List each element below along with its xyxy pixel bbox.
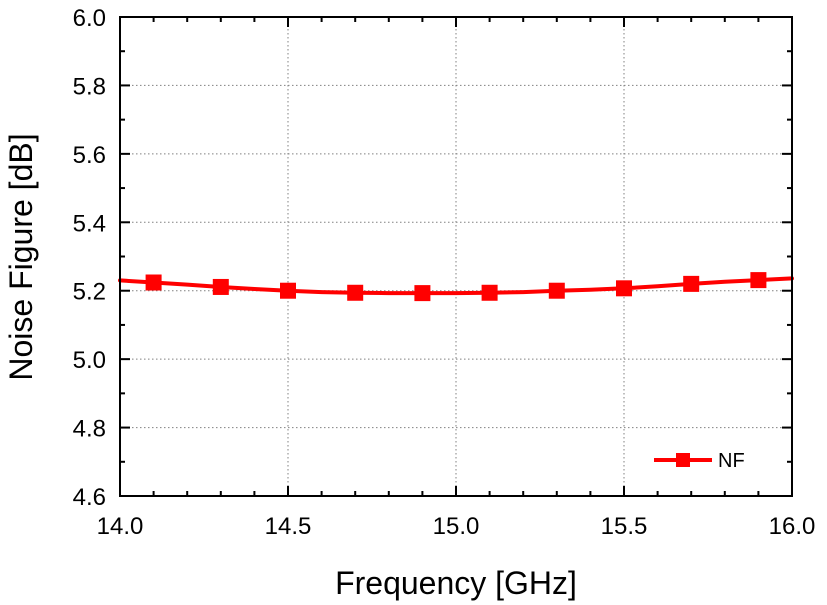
- x-tick-label: 14.5: [265, 513, 312, 540]
- data-point-marker: [145, 274, 162, 291]
- x-tick-label: 16.0: [769, 513, 816, 540]
- y-tick-label: 5.0: [73, 347, 106, 374]
- y-tick-label: 4.8: [73, 416, 106, 443]
- data-point-marker: [616, 280, 632, 297]
- x-tick-label: 15.0: [433, 513, 480, 540]
- data-point-marker: [683, 275, 700, 292]
- y-tick-label: 5.6: [73, 142, 106, 169]
- data-point-marker: [414, 285, 431, 302]
- y-tick-label: 6.0: [73, 5, 106, 32]
- legend-marker-nf: [676, 453, 690, 467]
- y-axis-label: Noise Figure [dB]: [3, 133, 39, 380]
- grid-lines: [120, 17, 792, 496]
- axis-ticks: [119, 16, 793, 497]
- series-line-nf: [118, 276, 794, 296]
- data-point-marker: [347, 284, 364, 301]
- plot-frame: [119, 16, 793, 497]
- x-tick-label: 14.0: [97, 513, 144, 540]
- x-tick-label: 15.5: [601, 513, 648, 540]
- series-layer: [118, 272, 794, 302]
- data-point-marker: [280, 282, 296, 299]
- legend-label-nf: NF: [718, 450, 745, 472]
- y-tick-label: 5.4: [73, 210, 106, 237]
- legend: NF: [654, 450, 745, 472]
- data-point-marker: [548, 282, 565, 299]
- data-point-marker: [481, 284, 498, 301]
- y-tick-label: 5.8: [73, 73, 106, 100]
- x-axis-label: Frequency [GHz]: [335, 565, 577, 601]
- tick-labels: 14.0 14.5 15.0 15.5 16.0 4.6 4.8 5.0 5.2 5.4 5.6 5.…: [73, 5, 816, 540]
- y-tick-label: 4.6: [73, 484, 106, 511]
- data-point-marker: [212, 278, 229, 295]
- data-point-marker: [750, 272, 767, 289]
- y-tick-label: 5.2: [73, 279, 106, 306]
